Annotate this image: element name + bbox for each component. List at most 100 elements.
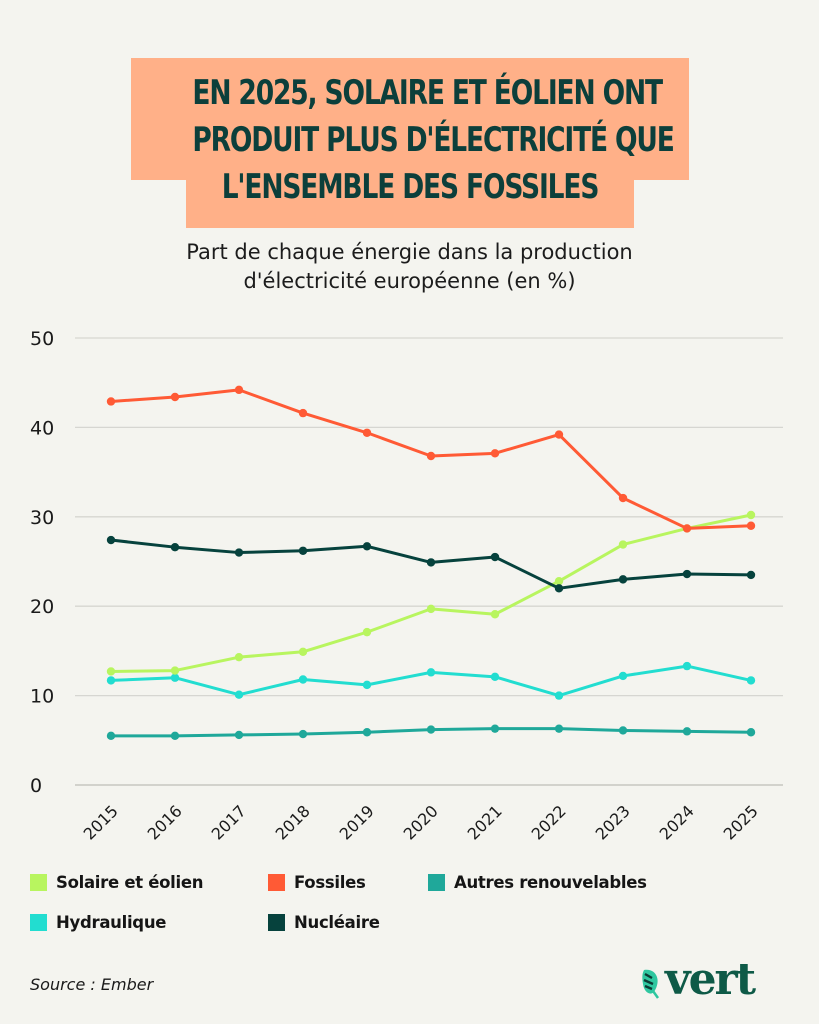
legend-item-hydraulique[interactable]: Hydraulique	[30, 913, 166, 932]
data-point[interactable]	[362, 627, 372, 637]
data-point[interactable]	[490, 672, 500, 682]
y-tick-label: 40	[30, 417, 54, 439]
data-point[interactable]	[554, 724, 564, 733]
legend-swatch	[30, 914, 47, 931]
data-point[interactable]	[618, 493, 628, 503]
data-point[interactable]	[234, 385, 244, 395]
data-point[interactable]	[426, 558, 436, 567]
data-point[interactable]	[106, 676, 116, 685]
data-point[interactable]	[170, 731, 180, 741]
y-tick-label: 20	[30, 596, 54, 618]
data-point[interactable]	[298, 675, 308, 684]
chart-subtitle: Part de chaque énergie dans la productio…	[0, 238, 819, 296]
data-point[interactable]	[234, 652, 244, 662]
title-line: L'ENSEMBLE DES FOSSILES	[221, 167, 600, 207]
data-point[interactable]	[554, 691, 564, 700]
x-tick-label: 2025	[720, 801, 762, 843]
source-note: Source : Ember	[30, 975, 154, 994]
data-point[interactable]	[618, 540, 628, 549]
legend-swatch	[268, 914, 285, 931]
x-tick-label: 2022	[528, 801, 570, 843]
data-point[interactable]	[298, 546, 308, 555]
chart-title: EN 2025, SOLAIRE ET ÉOLIEN ONT PRODUIT P…	[192, 70, 675, 211]
series-nucl-aire	[106, 535, 756, 593]
data-point[interactable]	[362, 428, 372, 437]
data-point[interactable]	[298, 408, 308, 418]
legend-item-nucleaire[interactable]: Nucléaire	[268, 913, 380, 932]
x-axis-ticks: 2015 2016 2017 2018 2019 2020 2021 2022 2023 2024…	[80, 801, 762, 843]
data-point[interactable]	[682, 524, 692, 533]
data-point[interactable]	[106, 397, 116, 406]
legend-label: Solaire et éolien	[56, 873, 204, 892]
data-point[interactable]	[490, 724, 500, 733]
x-tick-label: 2019	[336, 801, 378, 843]
legend-item-fossiles[interactable]: Fossiles	[268, 873, 366, 892]
y-tick-label: 50	[30, 328, 54, 350]
data-point[interactable]	[234, 730, 244, 740]
legend-swatch	[268, 874, 285, 891]
data-point[interactable]	[170, 666, 180, 675]
data-point[interactable]	[426, 725, 436, 734]
data-point[interactable]	[490, 449, 500, 458]
data-point[interactable]	[426, 604, 436, 614]
data-point[interactable]	[362, 728, 372, 737]
data-point[interactable]	[746, 570, 756, 580]
x-tick-label: 2018	[272, 801, 314, 843]
legend-item-solaire-eolien[interactable]: Solaire et éolien	[30, 873, 204, 892]
y-axis-ticks: 0 10 20 30 40 50	[30, 328, 54, 797]
data-point[interactable]	[490, 552, 500, 562]
data-point[interactable]	[490, 610, 500, 619]
data-point[interactable]	[682, 569, 692, 579]
data-point[interactable]	[746, 676, 756, 685]
data-point[interactable]	[426, 451, 436, 461]
legend-label: Autres renouvelables	[454, 873, 647, 892]
data-point[interactable]	[170, 673, 180, 682]
data-point[interactable]	[106, 667, 116, 676]
title-highlight-bottom	[186, 168, 634, 228]
x-tick-label: 2020	[400, 801, 442, 843]
data-point[interactable]	[234, 690, 244, 699]
data-point[interactable]	[554, 576, 564, 586]
series-autres-renouvelables	[106, 724, 756, 741]
data-point[interactable]	[618, 726, 628, 735]
data-point[interactable]	[170, 542, 180, 552]
title-highlight-top	[131, 58, 689, 180]
data-point[interactable]	[746, 521, 756, 530]
logo-text: vert	[665, 954, 756, 1005]
y-tick-label: 30	[30, 507, 54, 529]
data-point[interactable]	[362, 542, 372, 551]
leaf-icon	[642, 969, 660, 999]
data-point[interactable]	[106, 731, 116, 741]
legend-label: Fossiles	[294, 873, 366, 892]
title-line: PRODUIT PLUS D'ÉLECTRICITÉ QUE	[192, 120, 675, 160]
legend-swatch	[30, 874, 47, 891]
data-point[interactable]	[362, 680, 372, 690]
data-point[interactable]	[618, 671, 628, 681]
legend-item-autres-renouvelables[interactable]: Autres renouvelables	[428, 873, 647, 892]
data-point[interactable]	[618, 575, 628, 584]
series-fossiles	[106, 385, 756, 533]
data-point[interactable]	[554, 430, 564, 439]
data-point[interactable]	[554, 584, 564, 593]
data-point[interactable]	[746, 728, 756, 737]
data-point[interactable]	[298, 729, 308, 739]
series-line	[110, 513, 752, 673]
y-tick-label: 0	[30, 775, 42, 797]
line-chart: 0 10 20 30 40 50 2015 2016 2017 2018 2019 2020 2021…	[30, 328, 783, 844]
data-point[interactable]	[298, 647, 308, 656]
series-solaire-et-olien	[106, 510, 756, 676]
data-point[interactable]	[234, 548, 244, 557]
data-point[interactable]	[746, 510, 756, 520]
series-hydraulique	[106, 661, 756, 700]
subtitle-line: Part de chaque énergie dans la productio…	[186, 240, 633, 264]
data-point[interactable]	[682, 727, 692, 736]
y-tick-label: 10	[30, 686, 54, 708]
x-tick-label: 2024	[656, 801, 698, 843]
data-point[interactable]	[106, 535, 116, 545]
x-tick-label: 2017	[208, 801, 250, 843]
vert-logo[interactable]: vert	[640, 954, 756, 1005]
data-point[interactable]	[170, 392, 180, 402]
data-point[interactable]	[426, 668, 436, 677]
subtitle-line: d'électricité européenne (en %)	[243, 269, 576, 293]
data-point[interactable]	[682, 661, 692, 671]
